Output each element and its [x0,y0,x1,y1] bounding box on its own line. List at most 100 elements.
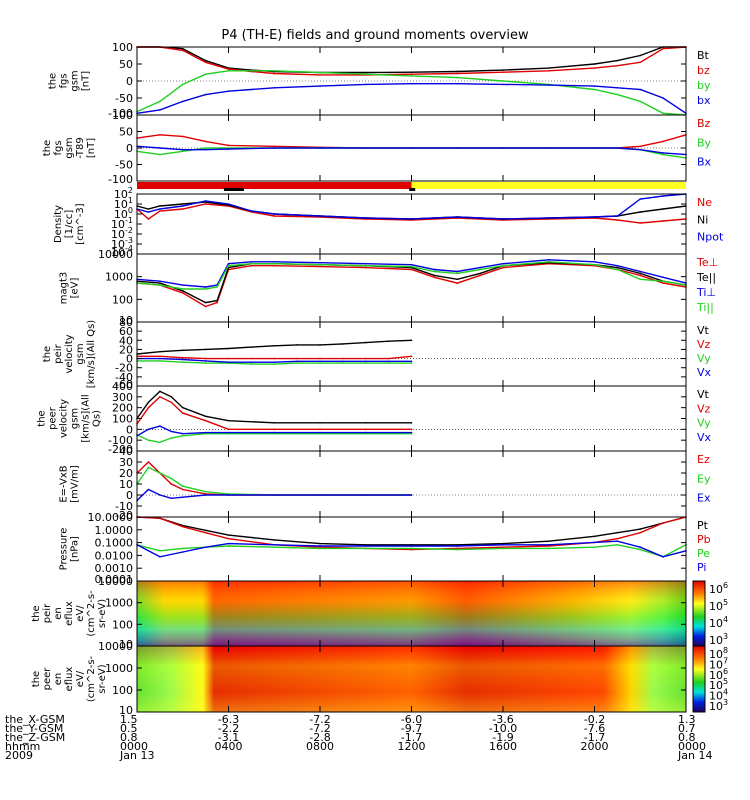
data-point [296,357,298,360]
y-axis-label: gsm [64,137,75,158]
y-axis-label: sr-eV) [97,599,108,628]
data-point [410,431,413,434]
data-point [502,546,504,548]
legend-Npot: Npot [697,231,724,244]
data-point [204,362,207,364]
footer-value: -2.2 [218,722,239,735]
data-point [639,548,642,551]
data-point [387,340,390,343]
data-point [662,208,664,210]
y-tick-label: 10000 [98,248,133,261]
legend-Vx: Vx [697,431,712,444]
series-Vt [136,390,412,424]
data-point [410,428,413,431]
data-point [616,531,619,534]
spectrogram-overlay [137,581,686,646]
data-point [456,272,459,275]
data-point [410,548,413,551]
data-point [456,543,459,546]
data-point [410,355,413,358]
y-tick-label: 1000 [105,271,133,284]
y-tick-label: 10-1 [111,216,133,231]
data-point [147,401,150,404]
data-point [204,531,207,534]
data-point [639,54,642,57]
data-point [364,428,367,431]
data-point [410,71,413,73]
y-tick-label: 40 [119,334,133,347]
data-point [662,556,664,558]
data-point [273,422,276,424]
data-point [181,290,184,292]
y-axis-label: fgs [53,140,64,155]
data-point [170,396,173,398]
data-point [227,68,230,70]
data-point [502,83,504,86]
data-point [456,270,459,273]
y-axis-label: the [31,605,42,621]
series-by [136,70,687,116]
data-point [502,69,504,71]
data-point [159,282,161,284]
legend-by: by [697,79,711,92]
data-point [639,198,642,200]
data-point [479,272,481,275]
data-point [181,361,184,364]
y-tick-label: 100 [112,413,133,426]
data-point [227,144,230,147]
legend-Ez: Ez [697,453,710,466]
data-point [250,357,253,360]
data-point [364,360,367,363]
y-axis-label: Density [53,205,64,243]
data-point [593,85,596,87]
y-axis-label: [eV] [70,278,81,299]
y-axis-label: velocity [59,399,70,438]
footer-value: -1.9 [492,731,513,744]
data-point [273,70,276,72]
data-point [456,70,459,73]
data-point [479,268,481,271]
data-point [502,542,504,545]
data-point [159,355,161,358]
y-axis-label: (cm^2-s- [86,655,97,702]
data-point [342,343,344,345]
data-point [456,76,459,79]
data-point [593,260,596,263]
data-point [364,266,367,269]
data-point [204,546,207,548]
data-point [273,357,276,360]
data-point [273,431,276,434]
legend-Vt: Vt [697,324,710,337]
data-point [216,299,218,302]
data-point [387,360,390,363]
y-tick-label: 0 [126,489,133,502]
data-point [159,350,161,353]
footer-value: Jan 13 [119,749,154,762]
data-point [296,362,298,364]
y-tick-label: -100 [108,173,133,186]
data-point [319,147,321,149]
data-point [616,215,619,217]
data-point [502,266,504,269]
data-point [364,262,367,265]
data-point [159,556,161,558]
y-axis-label: [mV/m] [70,465,81,503]
data-point [547,259,550,261]
data-point [159,441,161,444]
data-point [639,278,642,281]
data-point [387,357,390,360]
legend-Ey: Ey [697,472,711,485]
data-point [273,539,276,541]
y-tick-label: 0 [126,353,133,366]
data-point [273,543,276,546]
data-point [662,140,664,143]
data-point [170,483,173,485]
data-point [204,203,207,205]
data-point [159,147,161,149]
data-point [364,545,367,547]
data-point [502,218,504,220]
data-point [456,147,459,149]
data-point [181,288,184,290]
